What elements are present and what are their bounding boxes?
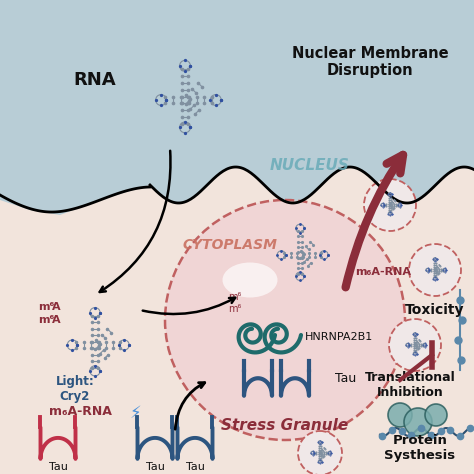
Text: m₆A-RNA: m₆A-RNA	[355, 267, 411, 277]
Text: Tau: Tau	[335, 372, 356, 384]
Text: Tau: Tau	[185, 462, 204, 472]
Text: m⁶: m⁶	[38, 302, 54, 312]
Text: CYTOPLASM: CYTOPLASM	[182, 238, 277, 252]
Text: Tau: Tau	[146, 462, 164, 472]
Circle shape	[389, 319, 441, 371]
Circle shape	[364, 179, 416, 231]
Circle shape	[425, 404, 447, 426]
Text: Nuclear Membrane
Disruption: Nuclear Membrane Disruption	[292, 46, 448, 78]
Text: A: A	[52, 302, 61, 312]
Text: Protein
Systhesis: Protein Systhesis	[384, 434, 456, 462]
Ellipse shape	[165, 200, 405, 440]
Circle shape	[388, 403, 412, 427]
Text: Toxicity: Toxicity	[405, 303, 465, 317]
Ellipse shape	[222, 263, 277, 298]
Text: NUCLEUS: NUCLEUS	[270, 157, 350, 173]
Text: A: A	[52, 315, 61, 325]
Text: HNRNPA2B1: HNRNPA2B1	[305, 332, 373, 342]
Text: Light:
Cry2: Light: Cry2	[55, 375, 94, 403]
Text: m⁶: m⁶	[228, 292, 241, 302]
Text: Tau: Tau	[48, 462, 67, 472]
Text: Translational
Inhibition: Translational Inhibition	[365, 371, 456, 399]
Text: Stress Granule: Stress Granule	[221, 418, 348, 433]
Circle shape	[298, 431, 342, 474]
Polygon shape	[0, 0, 474, 215]
Text: m₆A-RNA: m₆A-RNA	[48, 405, 111, 418]
Text: m⁶: m⁶	[38, 315, 54, 325]
Text: ⚡: ⚡	[129, 404, 141, 422]
Circle shape	[409, 244, 461, 296]
Text: RNA: RNA	[73, 71, 116, 89]
Circle shape	[404, 408, 432, 436]
Text: m⁶: m⁶	[228, 304, 241, 314]
